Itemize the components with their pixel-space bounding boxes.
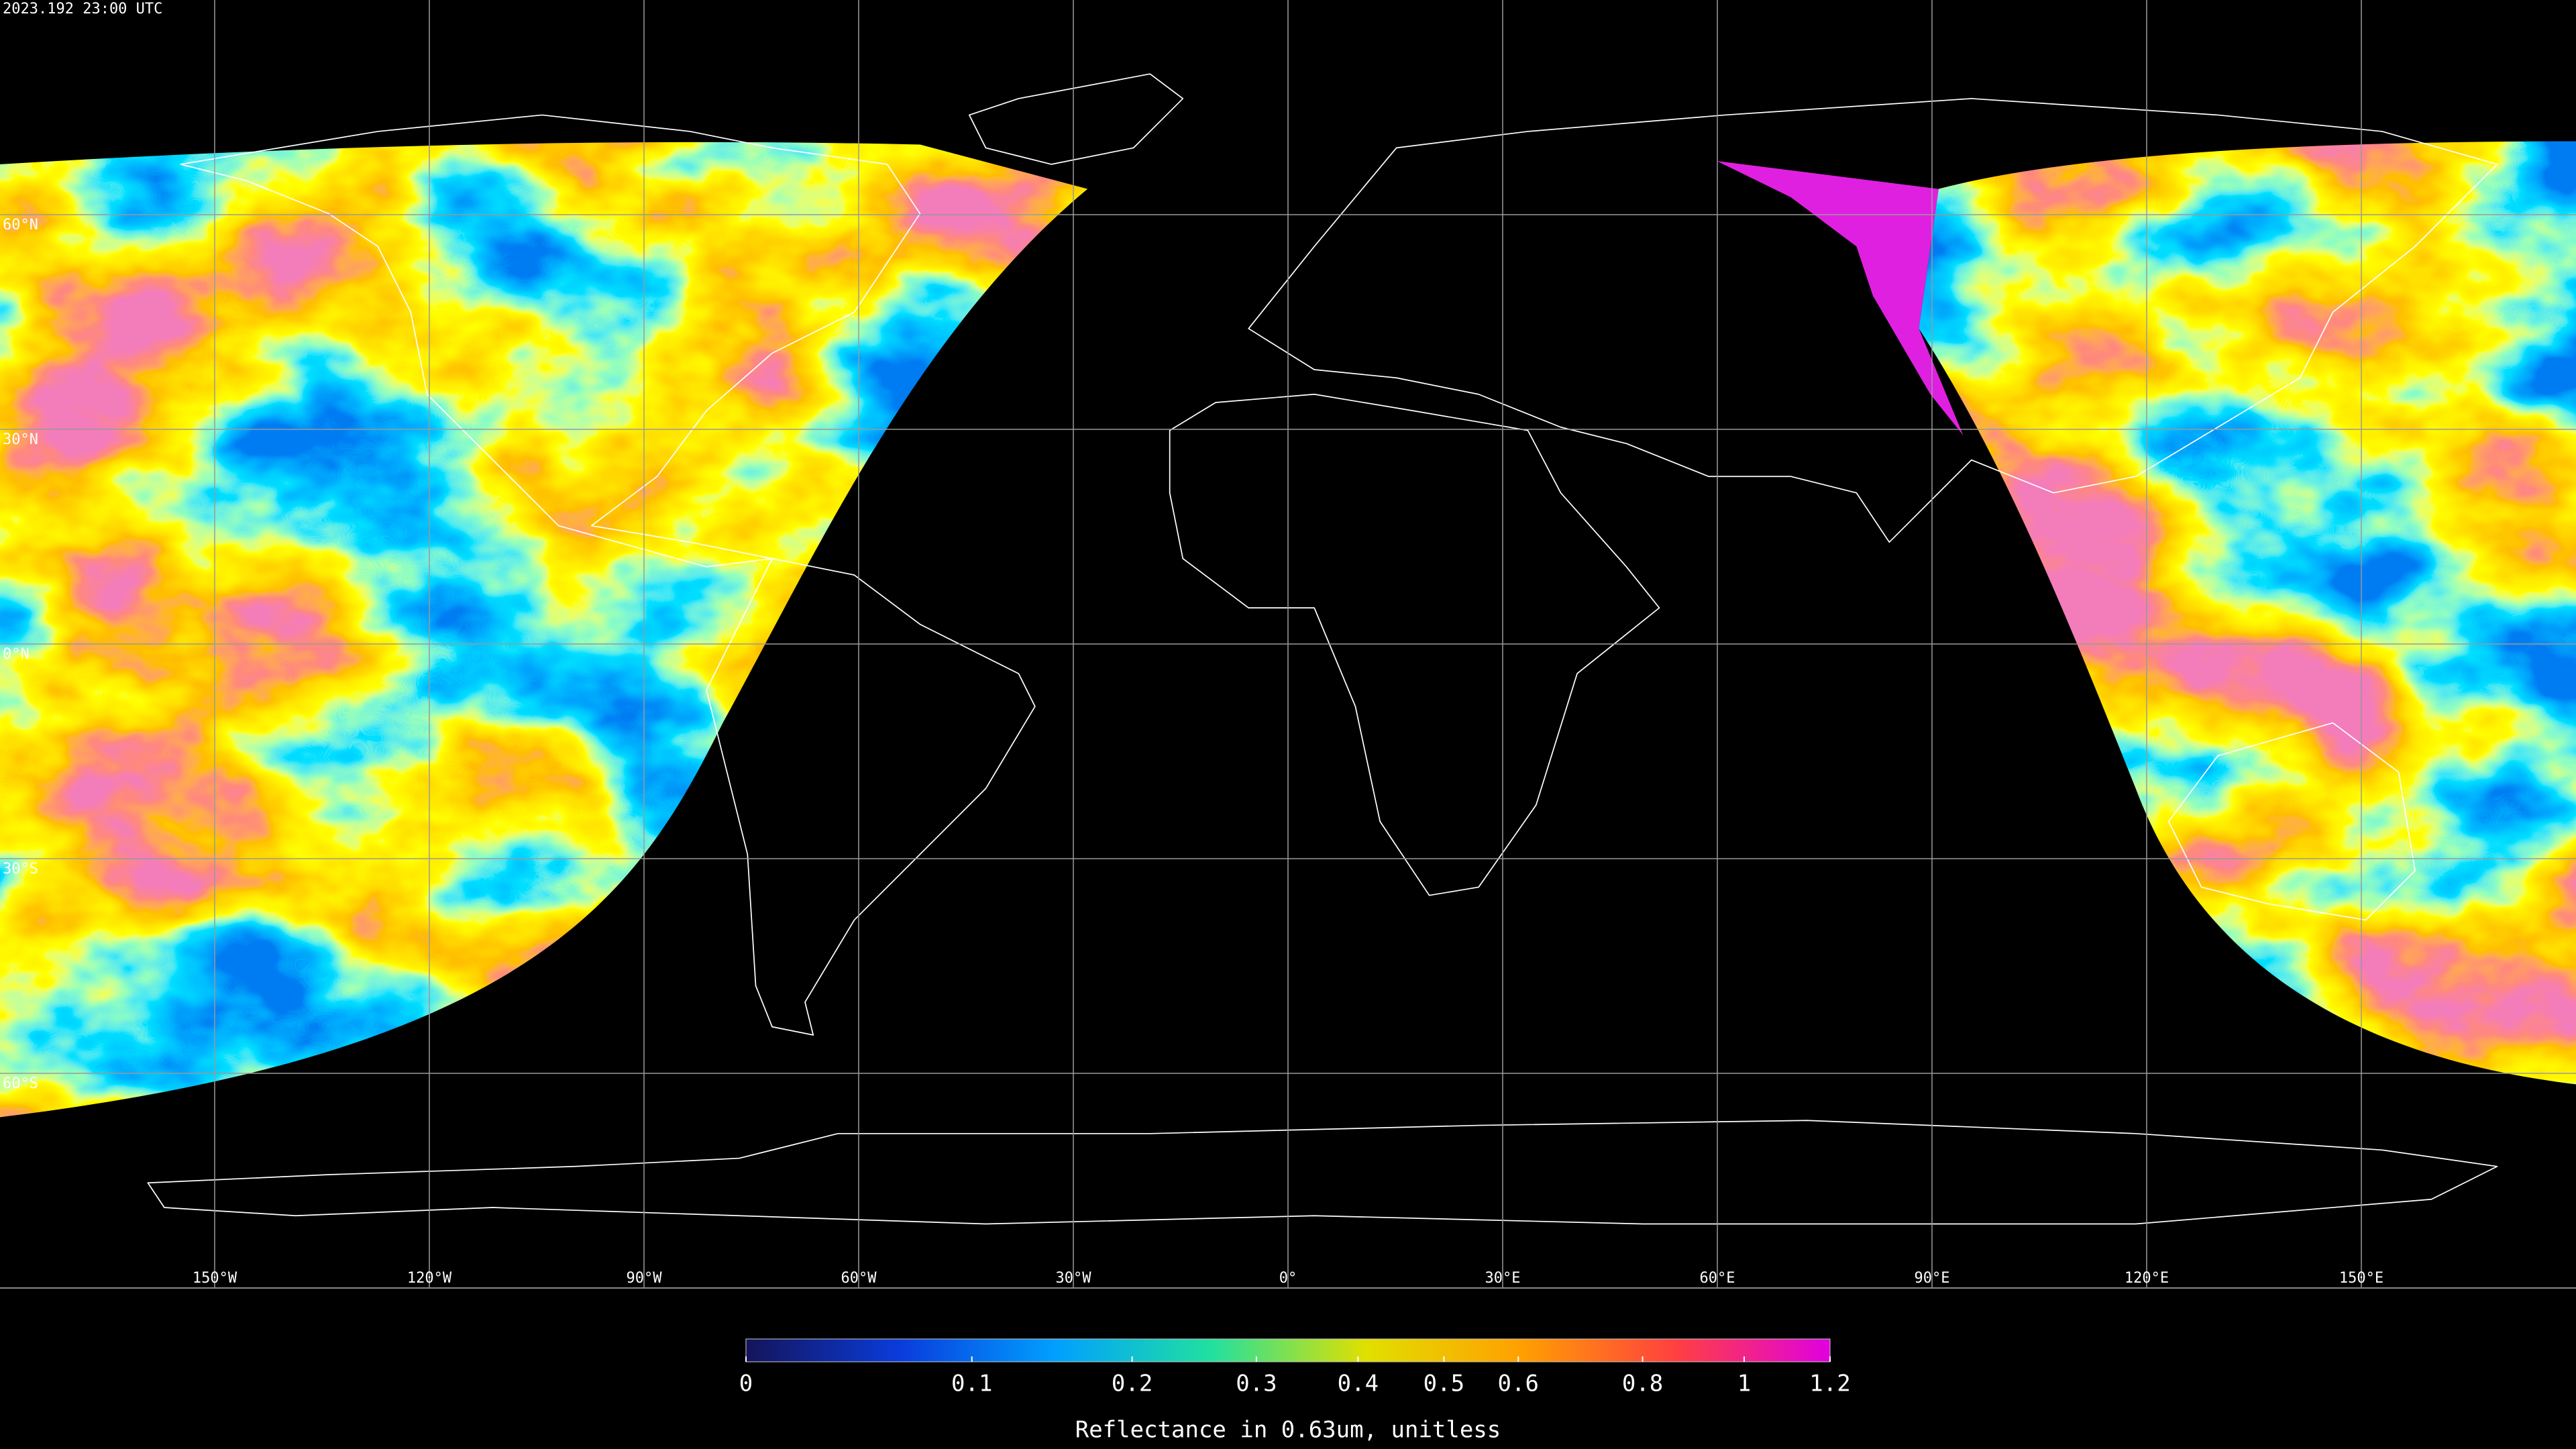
lon-label: 30°W bbox=[1056, 1270, 1092, 1287]
lon-label: 90°W bbox=[627, 1270, 663, 1287]
colorbar-tick-label: 0 bbox=[739, 1371, 753, 1397]
lat-label: 0°N bbox=[3, 646, 30, 663]
timestamp: 2023.192 23:00 UTC bbox=[3, 1, 162, 17]
lon-label: 90°E bbox=[1915, 1270, 1950, 1287]
colorbar-tick-label: 0.3 bbox=[1236, 1371, 1277, 1397]
lon-label: 120°E bbox=[2125, 1270, 2169, 1287]
lon-label: 120°W bbox=[407, 1270, 452, 1287]
lon-label: 30°E bbox=[1485, 1270, 1521, 1287]
colorbar-tick-label: 0.2 bbox=[1112, 1371, 1152, 1397]
colorbar-tick-label: 0.4 bbox=[1338, 1371, 1379, 1397]
colorbar-tick-label: 1.2 bbox=[1809, 1371, 1850, 1397]
glint-region bbox=[1717, 161, 1964, 435]
colorbar bbox=[745, 1338, 1831, 1362]
lat-label: 30°S bbox=[3, 861, 38, 877]
colorbar-tick-label: 0.1 bbox=[951, 1371, 992, 1397]
colorbar-tick-label: 1 bbox=[1737, 1371, 1751, 1397]
lon-label: 60°E bbox=[1700, 1270, 1735, 1287]
colorbar-tick-label: 0.8 bbox=[1622, 1371, 1663, 1397]
day-side-west bbox=[0, 142, 1088, 1118]
lat-label: 60°N bbox=[3, 217, 38, 233]
coastlines bbox=[147, 73, 2498, 1225]
graticule bbox=[0, 0, 2576, 1288]
colorbar-label: Reflectance in 0.63um, unitless bbox=[1075, 1417, 1501, 1444]
colorbar-tick-label: 0.6 bbox=[1498, 1371, 1539, 1397]
map bbox=[0, 73, 2576, 1225]
lon-label: 150°W bbox=[193, 1270, 237, 1287]
lon-label: 0° bbox=[1279, 1270, 1297, 1287]
colorbar-tick-label: 0.5 bbox=[1424, 1371, 1464, 1397]
lat-label: 30°N bbox=[3, 431, 38, 448]
lon-label: 150°E bbox=[2339, 1270, 2383, 1287]
lat-label: 60°S bbox=[3, 1075, 38, 1092]
lon-label: 60°W bbox=[841, 1270, 877, 1287]
